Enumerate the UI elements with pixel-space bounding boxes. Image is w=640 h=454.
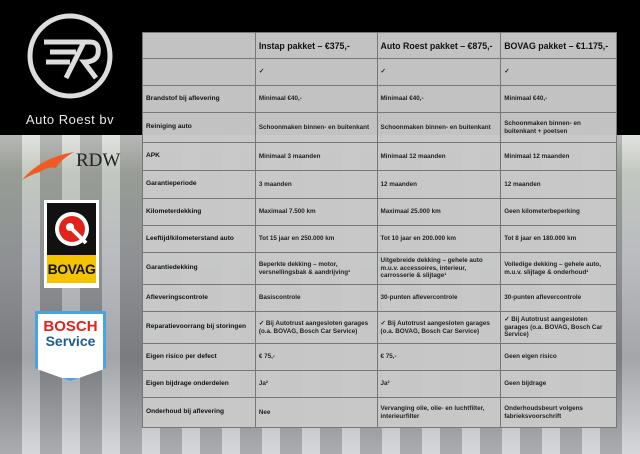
row-label: [142, 58, 256, 86]
table-row: Garantiedekking Beperkte dekking – motor,…: [142, 252, 617, 285]
cell-value: Schoonmaken binnen- en buitenkant: [376, 112, 502, 143]
cell-value: € 75,-: [376, 343, 502, 371]
cell-value: Ja²: [376, 370, 502, 398]
table-row: APK Minimaal 3 maanden Minimaal 12 maanden…: [142, 142, 617, 171]
cell-value: Geen bijdrage: [500, 370, 617, 398]
row-label: Eigen bijdrage onderdelen: [142, 370, 256, 398]
cell-value: Maximaal 7.500 km: [254, 198, 378, 226]
cell-value: Vervanging olie, olie- en luchtfilter, i…: [376, 397, 502, 428]
cell-value: Tot 8 jaar en 180.000 km: [500, 225, 617, 253]
table-row: Kilometerdekking Maximaal 7.500 km Maximaa…: [142, 198, 617, 226]
rdw-flame-icon: [22, 152, 74, 180]
cell-value: Nee: [254, 397, 378, 428]
cell-value: ✓ Bij Autotrust aangesloten garages (o.a…: [254, 311, 378, 344]
column-header: BOVAG pakket – €1.175,-: [500, 32, 617, 59]
table-row: ✓ ✓ ✓: [142, 58, 617, 86]
table-row: Leeftijd/kilometerstand auto Tot 15 jaar …: [142, 225, 617, 253]
table-row: Reparatievoorrang bij storingen ✓ Bij Aut…: [142, 311, 617, 344]
package-comparison-table: Instap pakket – €375,- Auto Roest pakket …: [142, 32, 617, 428]
cell-value: Uitgebreide dekking – gehele auto m.u.v.…: [376, 252, 502, 285]
table-row: Afleveringscontrole Basiscontrole 30-punte…: [142, 284, 617, 312]
row-label: APK: [142, 142, 256, 171]
cell-value: 3 maanden: [254, 170, 378, 199]
cell-value: Basiscontrole: [254, 284, 378, 312]
cell-value: Schoonmaken binnen- en buitenkant: [254, 112, 378, 143]
row-label: Garantieperiode: [142, 170, 256, 199]
cell-value: Ja²: [254, 370, 378, 398]
row-label: Onderhoud bij aflevering: [142, 397, 256, 428]
cell-value: 12 maanden: [376, 170, 502, 199]
cell-value: Geen eigen risico: [500, 343, 617, 371]
auto-roest-logo: [27, 13, 113, 99]
cell-value: Minimaal 12 maanden: [376, 142, 502, 171]
cell-value: ✓: [254, 58, 378, 86]
row-label: Eigen risico per defect: [142, 343, 256, 371]
table-row: Garantieperiode 3 maanden 12 maanden 12 maa…: [142, 170, 617, 199]
row-label: Afleveringscontrole: [142, 284, 256, 312]
row-label: Brandstof bij aflevering: [142, 85, 256, 113]
table-row: Brandstof bij aflevering Minimaal €40,- Mi…: [142, 85, 617, 113]
cell-value: ✓: [500, 58, 617, 86]
column-header: Instap pakket – €375,-: [254, 32, 378, 59]
row-label: Reiniging auto: [142, 112, 256, 143]
bovag-emblem-icon: [54, 212, 89, 246]
bovag-logo: BOVAG: [44, 200, 99, 288]
cell-value: Beperkte dekking – motor, versnellingsba…: [254, 252, 378, 285]
row-label: Leeftijd/kilometerstand auto: [142, 225, 256, 253]
table-row: Eigen risico per defect € 75,- € 75,- Geen …: [142, 343, 617, 371]
table-row: Reiniging auto Schoonmaken binnen- en bui…: [142, 112, 617, 143]
cell-value: € 75,-: [254, 343, 378, 371]
cell-value: 30-punten aflevercontrole: [500, 284, 617, 312]
column-header: Auto Roest pakket – €875,-: [376, 32, 502, 59]
row-label: Reparatievoorrang bij storingen: [142, 311, 256, 344]
cell-value: Volledige dekking – gehele auto, m.u.v. …: [500, 252, 617, 285]
cell-value: 30-punten aflevercontrole: [376, 284, 502, 312]
cell-value: Tot 15 jaar en 250.000 km: [254, 225, 378, 253]
cell-value: Maximaal 25.000 km: [376, 198, 502, 226]
row-label: Garantiedekking: [142, 252, 256, 285]
cell-value: Tot 10 jaar en 200.000 km: [376, 225, 502, 253]
cell-value: Schoonmaken binnen- en buitenkant + poet…: [500, 112, 617, 143]
row-label: Kilometerdekking: [142, 198, 256, 226]
rdw-logo: RDW: [20, 148, 122, 182]
cell-value: ✓ Bij Autotrust aangesloten garages (o.a…: [500, 311, 617, 344]
cell-value: ✓ Bij Autotrust aangesloten garages (o.a…: [376, 311, 502, 344]
cell-value: Minimaal €40,-: [376, 85, 502, 113]
cell-value: Minimaal €40,-: [500, 85, 617, 113]
cell-value: Minimaal 12 maanden: [500, 142, 617, 171]
table-header-row: Instap pakket – €375,- Auto Roest pakket …: [142, 32, 617, 59]
brand-name: Auto Roest bv: [25, 112, 115, 127]
cell-value: Geen kilometerbeperking: [500, 198, 617, 226]
table-row: Eigen bijdrage onderdelen Ja² Ja² Geen bijd…: [142, 370, 617, 398]
cell-value: ✓: [376, 58, 502, 86]
table-row: Onderhoud bij aflevering Nee Vervanging ol…: [142, 397, 617, 428]
cell-value: Minimaal €40,-: [254, 85, 378, 113]
column-header: [142, 32, 256, 59]
cell-value: Minimaal 3 maanden: [254, 142, 378, 171]
cell-value: 12 maanden: [500, 170, 617, 199]
cell-value: Onderhoudsbeurt volgens fabrieksvoorschr…: [500, 397, 617, 428]
bosch-service-logo: BOSCH Service: [35, 311, 106, 381]
